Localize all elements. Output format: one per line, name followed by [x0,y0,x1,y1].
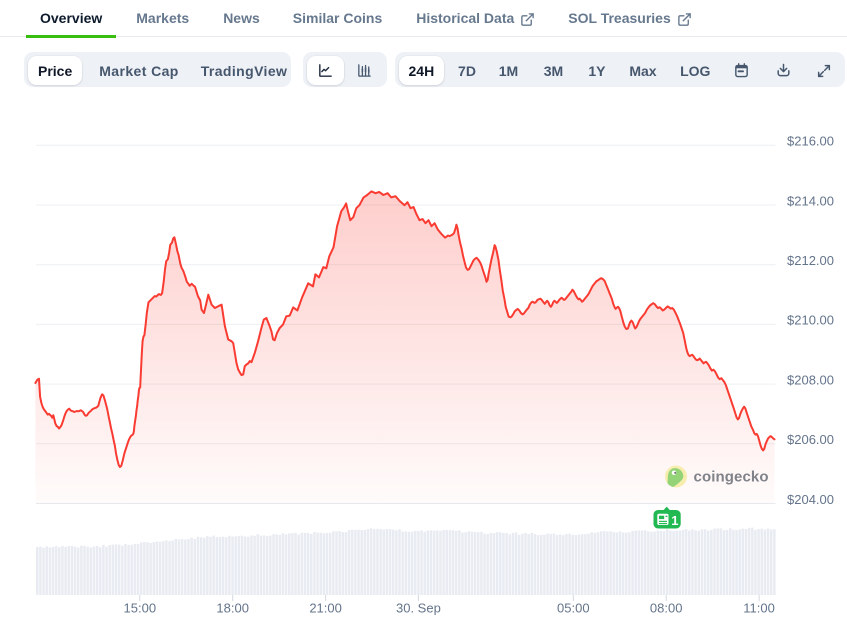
svg-text:11:00: 11:00 [743,601,775,616]
svg-text:$216.00: $216.00 [787,134,834,149]
svg-text:30. Sep: 30. Sep [396,601,441,616]
svg-text:08:00: 08:00 [650,601,683,616]
svg-text:05:00: 05:00 [557,601,590,616]
svg-text:$206.00: $206.00 [787,432,834,447]
svg-text:18:00: 18:00 [216,601,249,616]
svg-text:$212.00: $212.00 [787,253,834,268]
svg-text:$210.00: $210.00 [787,313,834,328]
svg-text:21:00: 21:00 [309,601,342,616]
svg-text:coingecko: coingecko [694,469,769,486]
svg-text:15:00: 15:00 [124,601,157,616]
svg-text:$204.00: $204.00 [787,492,834,507]
svg-text:1: 1 [671,513,678,528]
svg-text:$214.00: $214.00 [787,193,834,208]
svg-text:$208.00: $208.00 [787,372,834,387]
